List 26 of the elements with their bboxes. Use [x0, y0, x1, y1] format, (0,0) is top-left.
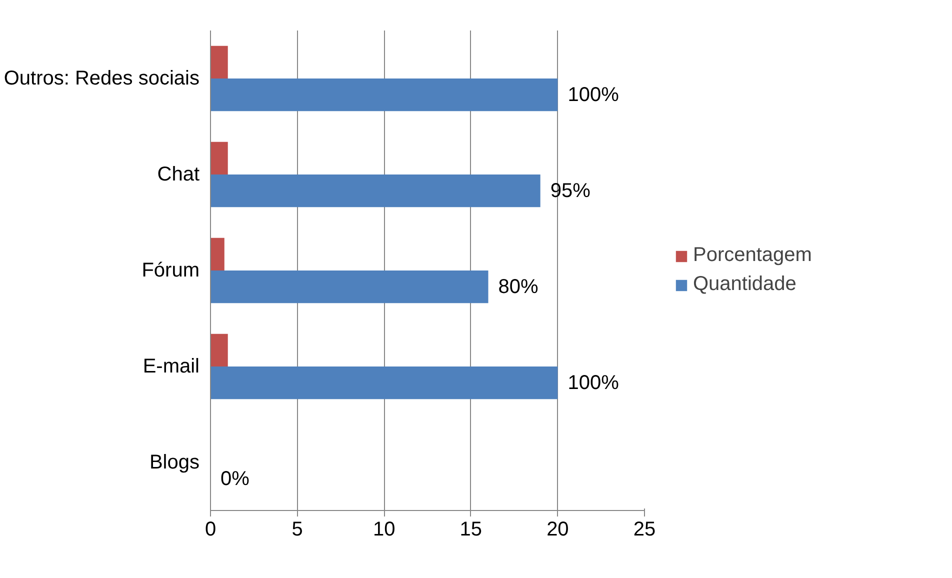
- bar: [210, 238, 224, 270]
- y-tick-label: Blogs: [149, 452, 200, 474]
- annotation: 100%: [568, 84, 620, 106]
- bar: [210, 142, 228, 174]
- bar: [210, 46, 228, 78]
- x-tick-label: 25: [633, 518, 656, 540]
- bar: [210, 366, 558, 400]
- annotation: 0%: [220, 468, 250, 490]
- x-tick-label: 15: [460, 518, 482, 540]
- legend-label: Quantidade: [693, 273, 796, 296]
- bar: [210, 174, 540, 208]
- y-tick-label: E-mail: [142, 356, 200, 378]
- x-tick-label: 20: [546, 518, 569, 540]
- y-tick-label: Fórum: [142, 260, 200, 282]
- annotation: 95%: [550, 180, 591, 202]
- y-tick-label: Outros: Redes sociais: [4, 68, 200, 90]
- annotation: 100%: [568, 372, 620, 394]
- bar: [210, 334, 228, 366]
- x-tick-label: 10: [372, 518, 396, 540]
- annotation: 80%: [498, 276, 539, 298]
- bar: [210, 78, 558, 112]
- y-tick-label: Chat: [157, 164, 200, 186]
- bar: [210, 270, 488, 304]
- x-tick-label: 0: [204, 518, 216, 540]
- legend-label: Porcentagem: [693, 244, 812, 267]
- x-tick-label: 5: [292, 518, 303, 540]
